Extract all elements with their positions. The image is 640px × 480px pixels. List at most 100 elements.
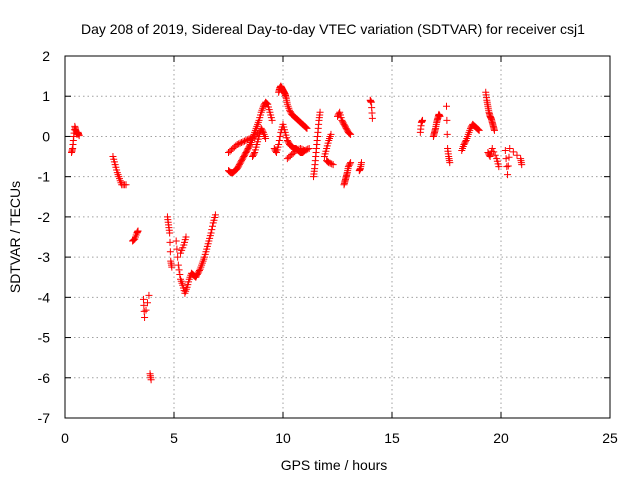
data-series-segment <box>248 124 270 161</box>
data-series-segment <box>484 145 503 171</box>
chart-title: Day 208 of 2019, Sidereal Day-to-day VTE… <box>81 21 585 37</box>
data-point <box>175 266 183 274</box>
x-tick-label: 5 <box>170 430 178 446</box>
data-series-segment <box>283 145 313 163</box>
y-tick-label: 0 <box>42 128 50 144</box>
data-point <box>172 237 180 245</box>
data-point <box>303 124 311 132</box>
y-tick-label: 2 <box>42 48 50 64</box>
data-series-segment <box>163 213 176 271</box>
data-series-segment <box>129 227 142 245</box>
data-point <box>503 163 511 171</box>
data-series-segment <box>68 122 83 157</box>
data-series-segment <box>416 116 427 136</box>
data-series-segment <box>458 120 483 155</box>
y-axis-label: SDTVAR / TECUs <box>7 181 23 293</box>
data-point <box>275 136 283 144</box>
data-point <box>207 229 215 237</box>
data-point <box>501 147 509 155</box>
y-tick-label: 1 <box>42 88 50 104</box>
grid <box>65 56 610 418</box>
data-point <box>357 159 365 167</box>
y-tick-label: -3 <box>38 249 51 265</box>
data-point <box>302 123 310 131</box>
data-series-segment <box>172 211 219 297</box>
data-series-segment <box>177 233 190 257</box>
data-point <box>504 162 512 170</box>
data-point <box>262 99 270 107</box>
data-point <box>182 233 190 241</box>
data-point <box>245 135 253 143</box>
data-point <box>195 267 203 275</box>
data-point <box>302 146 310 154</box>
data-point <box>141 313 149 321</box>
data-point <box>296 145 304 153</box>
data-point <box>518 161 526 169</box>
data-point <box>240 137 248 145</box>
data-point <box>304 145 312 153</box>
data-point <box>305 145 313 153</box>
data-point <box>139 295 147 303</box>
data-series-segment <box>334 108 355 138</box>
data-point <box>443 130 451 138</box>
data-series-segment <box>109 153 130 189</box>
data-point <box>75 132 83 140</box>
data-point <box>176 271 184 279</box>
data-point <box>174 253 182 261</box>
x-tick-label: 10 <box>275 430 291 446</box>
y-tick-label: -1 <box>38 169 51 185</box>
data-point <box>235 140 243 148</box>
data-point <box>166 248 174 256</box>
data-point <box>490 148 498 156</box>
x-axis-label: GPS time / hours <box>281 457 388 473</box>
x-tick-label: 25 <box>602 430 618 446</box>
data-point <box>145 291 153 299</box>
data-point <box>506 145 514 153</box>
data-series-segment <box>482 88 498 134</box>
data-series-segment <box>366 96 376 122</box>
data-point <box>209 222 217 230</box>
data-series-segment <box>323 157 337 169</box>
data-point <box>173 245 181 253</box>
data-point <box>328 160 336 168</box>
data-point <box>140 301 148 309</box>
data-point <box>122 181 130 189</box>
data-point <box>250 150 258 158</box>
data-point <box>329 161 337 169</box>
data-point <box>263 100 271 108</box>
data-series-segment <box>320 130 335 161</box>
y-tick-label: -5 <box>38 330 51 346</box>
data-point <box>292 147 300 155</box>
data-point <box>302 124 310 132</box>
data-points <box>68 82 526 384</box>
data-point <box>474 125 482 133</box>
data-series-segment <box>429 110 444 140</box>
data-point <box>246 134 254 142</box>
data-point <box>443 116 451 124</box>
data-point <box>474 126 482 134</box>
data-point <box>345 129 353 137</box>
data-point <box>502 155 510 163</box>
data-point <box>275 140 283 148</box>
data-point <box>325 159 333 167</box>
data-point <box>446 159 454 167</box>
data-point <box>491 151 499 159</box>
data-point <box>488 145 496 153</box>
data-point <box>316 108 324 116</box>
data-point <box>243 136 251 144</box>
data-point <box>346 160 354 168</box>
data-point <box>174 261 182 269</box>
data-series-segment <box>340 159 355 189</box>
data-point <box>347 159 355 167</box>
data-series-segment <box>443 102 454 167</box>
data-point <box>475 126 483 134</box>
data-point <box>272 147 280 155</box>
data-point <box>268 116 276 124</box>
x-tick-label: 20 <box>493 430 509 446</box>
data-point <box>368 114 376 122</box>
x-tick-label: 15 <box>384 430 400 446</box>
data-point <box>166 229 174 237</box>
data-point <box>140 307 148 315</box>
data-point <box>495 163 503 171</box>
data-point <box>461 138 469 146</box>
